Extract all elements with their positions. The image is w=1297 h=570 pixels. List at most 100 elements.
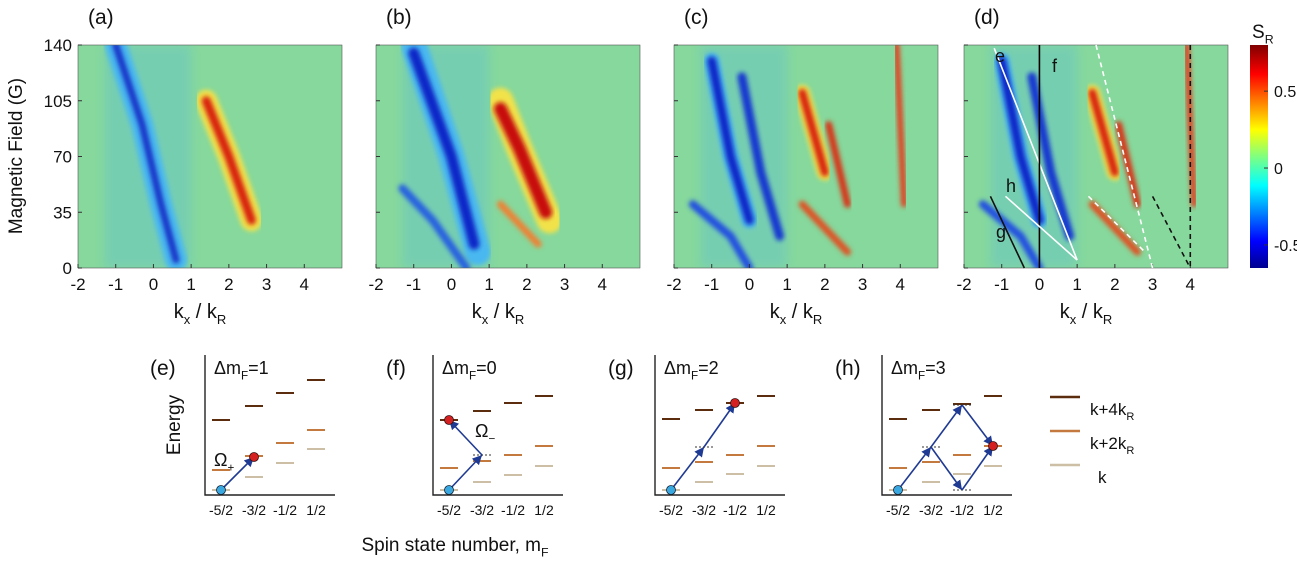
- x-tick-label: -3/2: [242, 502, 266, 518]
- x-tick-label: 1: [484, 275, 493, 294]
- x-tick-label: 1/2: [983, 502, 1003, 518]
- heatmap-feature: [798, 88, 829, 177]
- y-tick-label: 70: [53, 148, 72, 167]
- annotation: h: [1006, 176, 1016, 196]
- text-part: Δm: [442, 358, 469, 378]
- text-part: Spin state number, m: [361, 535, 541, 556]
- subscript: R: [1126, 445, 1134, 457]
- final-state: [988, 441, 998, 451]
- legend-label: k+2kR: [1090, 434, 1134, 457]
- axes: [204, 355, 335, 496]
- panel-label: (f): [386, 357, 406, 380]
- text-part: =3: [925, 358, 946, 378]
- heatmap-feature: [1027, 72, 1075, 241]
- x-tick-label: -2: [70, 275, 85, 294]
- x-tick-label: -2: [368, 275, 383, 294]
- text-part: Δm: [891, 358, 918, 378]
- x-tick-label: -2: [666, 275, 681, 294]
- heatmap-feature: [408, 47, 480, 250]
- axes: [654, 355, 785, 496]
- colorbar-tick-label: -0.5: [1274, 238, 1297, 255]
- x-tick-label: 0: [149, 275, 158, 294]
- x-tick-label: 3: [1148, 275, 1157, 294]
- x-tick-label: -2: [956, 275, 971, 294]
- subscript: F: [541, 546, 549, 560]
- text-part: Δm: [214, 358, 241, 378]
- subscript: R: [1265, 33, 1274, 47]
- final-state: [249, 452, 259, 462]
- x-tick-label: 0: [745, 275, 754, 294]
- subscript: x: [780, 312, 787, 327]
- x-tick-label: 4: [598, 275, 607, 294]
- x-tick-label: 0: [1035, 275, 1044, 294]
- heatmap-feature: [825, 121, 851, 208]
- x-tick-label: -1: [406, 275, 421, 294]
- x-tick-label: 4: [1186, 275, 1195, 294]
- panel-label: (d): [974, 6, 1000, 29]
- transition-arrow: [961, 404, 994, 447]
- heatmap-feature: [978, 200, 1044, 268]
- x-tick-label: -5/2: [886, 502, 910, 518]
- rabi-label: Ω−: [475, 421, 495, 445]
- x-tick-label: 4: [300, 275, 309, 294]
- colorbar-title: SR: [1252, 22, 1274, 47]
- initial-state: [893, 485, 903, 495]
- panel-title: ΔmF=3: [891, 358, 946, 382]
- panel-title: ΔmF=0: [442, 358, 497, 382]
- x-tick-label: -1/2: [501, 502, 525, 518]
- text-part: / k: [488, 301, 516, 323]
- x-tick-label: 3: [262, 275, 271, 294]
- heatmap-feature: [893, 45, 908, 208]
- subscript: R: [813, 312, 822, 327]
- annotation: f: [1052, 56, 1058, 76]
- transition-arrow: [220, 456, 255, 491]
- transition-arrow: [930, 404, 963, 448]
- x-axis-label: Spin state number, mF: [361, 535, 549, 560]
- x-tick-label: 1/2: [756, 502, 776, 518]
- heatmap-feature: [496, 200, 542, 248]
- x-tick-label: 1/2: [534, 502, 554, 518]
- x-tick-label: 1: [782, 275, 791, 294]
- transition-arrow: [703, 402, 736, 448]
- x-axis-label: kx / kR: [174, 301, 227, 327]
- heatmap-feature: [798, 200, 851, 256]
- transition-arrow: [670, 446, 705, 491]
- subscript: F: [469, 369, 476, 382]
- x-axis-label: kx / kR: [472, 301, 525, 327]
- x-tick-label: 3: [560, 275, 569, 294]
- legend-label: k: [1098, 468, 1107, 487]
- subscript: F: [691, 369, 698, 382]
- y-tick-label: 35: [53, 203, 72, 222]
- x-tick-label: -1: [108, 275, 123, 294]
- colorbar-tick-label: 0: [1274, 161, 1283, 178]
- panel-label: (c): [684, 6, 709, 29]
- heatmap-feature: [1088, 88, 1119, 177]
- heatmap-feature: [737, 72, 785, 241]
- subscript: R: [1103, 312, 1112, 327]
- guide-line: [1087, 195, 1146, 253]
- x-tick-label: 4: [896, 275, 905, 294]
- heatmap-feature: [493, 102, 553, 219]
- text-part: k: [770, 301, 781, 323]
- x-tick-label: 2: [522, 275, 531, 294]
- legend-label: k+4kR: [1090, 400, 1134, 423]
- initial-state: [444, 485, 454, 495]
- text-part: / k: [190, 301, 218, 323]
- transition-arrow: [897, 446, 932, 491]
- text-part: =0: [476, 358, 497, 378]
- rabi-label: Ω+: [214, 450, 234, 474]
- guide-line: [1151, 195, 1191, 269]
- heatmap-feature: [1183, 45, 1198, 208]
- colorbar: [1250, 45, 1268, 268]
- subscript: R: [217, 312, 226, 327]
- panel-label: (h): [835, 357, 861, 380]
- heatmap-feature: [707, 56, 754, 225]
- x-tick-label: 2: [224, 275, 233, 294]
- initial-state: [216, 485, 226, 495]
- subscript: −: [488, 432, 495, 445]
- x-tick-label: -5/2: [209, 502, 233, 518]
- x-tick-label: 1/2: [306, 502, 326, 518]
- subscript: F: [918, 369, 925, 382]
